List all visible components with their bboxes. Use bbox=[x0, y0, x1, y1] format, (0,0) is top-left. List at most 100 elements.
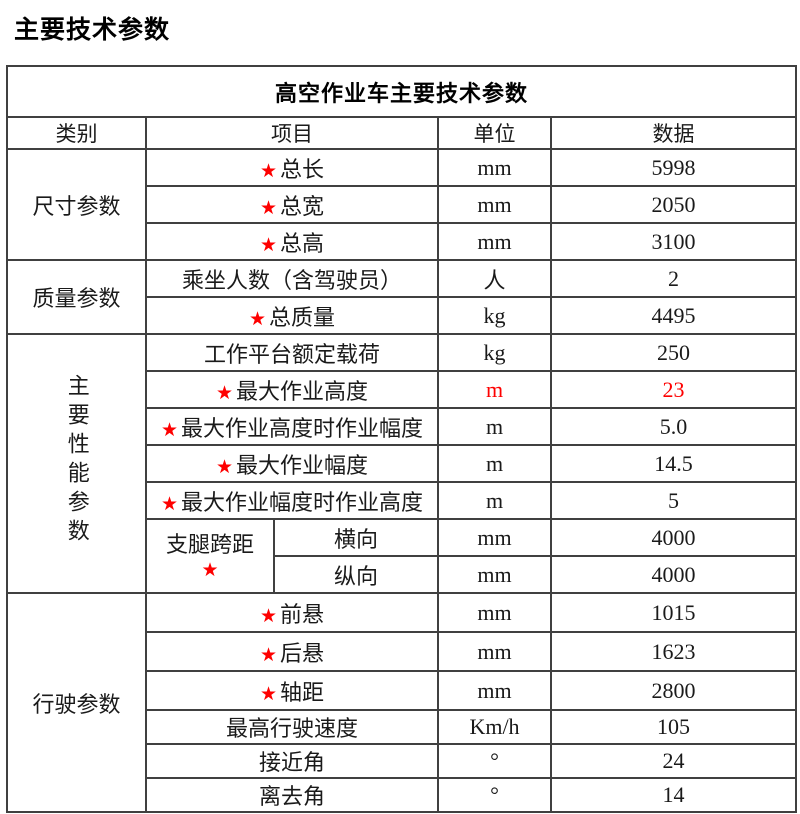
item-cell: ★ 总宽 bbox=[145, 185, 439, 224]
item-cell: ★ 最大作业高度 bbox=[145, 370, 439, 409]
item-cell: ★ 总长 bbox=[145, 148, 439, 187]
table-row: 质量参数 乘坐人数（含驾驶员）人 2 bbox=[6, 259, 798, 335]
unit-cell: mm bbox=[437, 222, 552, 261]
item-cell: ★ 总质量 bbox=[145, 296, 439, 335]
unit-cell: m bbox=[437, 481, 552, 520]
item-cell: 横向 bbox=[273, 518, 439, 557]
value-cell: 4000 bbox=[549, 555, 798, 594]
item-cell: ★ 后悬 bbox=[145, 631, 439, 672]
star-icon: ★ bbox=[259, 233, 278, 256]
unit-cell: Km/h bbox=[437, 709, 552, 745]
header-unit: 单位 bbox=[437, 116, 552, 150]
item-label: 轴距 bbox=[280, 679, 325, 705]
value-cell: 14.5 bbox=[549, 444, 798, 483]
item-label: 总高 bbox=[280, 230, 325, 256]
value-cell: 5998 bbox=[549, 148, 798, 187]
star-icon: ★ bbox=[259, 643, 278, 666]
unit-cell: mm bbox=[437, 148, 552, 187]
value-cell: 1015 bbox=[549, 592, 798, 633]
item-cell: ★ 轴距 bbox=[145, 670, 439, 711]
group-cell: 支腿跨距 ★ bbox=[145, 518, 275, 594]
value-cell: 23 bbox=[549, 370, 798, 409]
table-row: 行驶参数 ★ 前悬 mm 1015 bbox=[6, 592, 798, 813]
unit-cell: kg bbox=[437, 333, 552, 372]
item-label: 后悬 bbox=[280, 640, 325, 666]
category-cell: 行驶参数 bbox=[6, 592, 147, 813]
unit-cell: m bbox=[437, 444, 552, 483]
table-row: ★ 总高 mm 3100 bbox=[7, 222, 798, 261]
value-cell: 250 bbox=[549, 333, 798, 372]
unit-cell: kg bbox=[437, 296, 552, 335]
item-label: 总长 bbox=[280, 156, 325, 182]
star-icon: ★ bbox=[259, 604, 278, 627]
table-row: ★ 最大作业幅度 m 14.5 bbox=[7, 444, 798, 483]
star-icon: ★ bbox=[201, 559, 219, 582]
table-row: 纵向 mm 4000 bbox=[7, 555, 798, 594]
unit-cell: mm bbox=[437, 555, 552, 594]
category-cell: 质量参数 bbox=[6, 259, 147, 335]
unit-cell: mm bbox=[437, 670, 552, 711]
item-cell: ★ 前悬 bbox=[145, 592, 439, 633]
item-label: 总宽 bbox=[280, 193, 325, 219]
star-icon: ★ bbox=[259, 196, 278, 219]
category-cell: 主要性能参数 bbox=[6, 333, 147, 594]
table-row: ★ 轴距 mm 2800 bbox=[7, 670, 798, 711]
value-cell: 3100 bbox=[549, 222, 798, 261]
value-cell: 1623 bbox=[549, 631, 798, 672]
item-cell: ★ 总高 bbox=[145, 222, 439, 261]
item-cell: 接近角 bbox=[145, 743, 439, 779]
value-cell: 14 bbox=[549, 777, 798, 813]
item-cell: 工作平台额定载荷 bbox=[145, 333, 439, 372]
unit-cell: ° bbox=[437, 743, 552, 779]
star-icon: ★ bbox=[160, 492, 179, 515]
item-cell: 乘坐人数（含驾驶员） bbox=[145, 259, 439, 298]
unit-cell: m bbox=[437, 407, 552, 446]
unit-cell: mm bbox=[437, 631, 552, 672]
value-cell: 105 bbox=[549, 709, 798, 745]
table-row: ★ 总宽 mm 2050 bbox=[7, 185, 798, 224]
item-cell: ★ 最大作业幅度时作业高度 bbox=[145, 481, 439, 520]
value-cell: 4495 bbox=[549, 296, 798, 335]
header-item: 项目 bbox=[145, 116, 439, 150]
item-label: 最大作业高度时作业幅度 bbox=[181, 415, 424, 441]
table-row: ★ 最大作业高度 m 23 bbox=[7, 370, 798, 409]
value-cell: 24 bbox=[549, 743, 798, 779]
unit-cell: mm bbox=[437, 518, 552, 557]
star-icon: ★ bbox=[259, 159, 278, 182]
unit-cell: m bbox=[437, 370, 552, 409]
table-row: ★ 后悬 mm 1623 bbox=[7, 631, 798, 672]
star-icon: ★ bbox=[215, 455, 234, 478]
star-icon: ★ bbox=[259, 682, 278, 705]
table-title: 高空作业车主要技术参数 bbox=[5, 65, 798, 118]
item-cell: ★ 最大作业高度时作业幅度 bbox=[145, 407, 439, 446]
table-row: 接近角 ° 24 bbox=[7, 743, 798, 779]
group-label: 支腿跨距 bbox=[165, 531, 254, 557]
unit-cell: 人 bbox=[437, 259, 552, 298]
item-cell: 离去角 bbox=[145, 777, 439, 813]
value-cell: 5.0 bbox=[549, 407, 798, 446]
table-row: 最高行驶速度 Km/h 105 bbox=[7, 709, 798, 745]
item-label: 最大作业高度 bbox=[236, 378, 369, 404]
table-row: ★ 最大作业高度时作业幅度 m 5.0 bbox=[7, 407, 798, 446]
value-cell: 2050 bbox=[549, 185, 798, 224]
value-cell: 4000 bbox=[549, 518, 798, 557]
star-icon: ★ bbox=[248, 307, 267, 330]
item-cell: ★ 最大作业幅度 bbox=[145, 444, 439, 483]
table-title-row: 高空作业车主要技术参数 bbox=[5, 65, 798, 118]
value-cell: 2 bbox=[549, 259, 798, 298]
star-icon: ★ bbox=[215, 381, 234, 404]
item-label: 总质量 bbox=[269, 304, 336, 330]
category-label: 主要性能参数 bbox=[64, 373, 90, 548]
category-cell: 尺寸参数 bbox=[6, 148, 147, 261]
spec-table: 高空作业车主要技术参数 类别 项目 单位 数据 尺寸参数 ★ 总长 mm 5998 ★ 总宽… bbox=[5, 65, 798, 813]
item-cell: 纵向 bbox=[273, 555, 439, 594]
table-row: 尺寸参数 ★ 总长 mm 5998 bbox=[6, 148, 798, 261]
table-row: ★ 最大作业幅度时作业高度 m 5 bbox=[7, 481, 798, 520]
value-cell: 2800 bbox=[549, 670, 798, 711]
table-row: 支腿跨距 ★ 横向 mm 4000 bbox=[7, 518, 798, 594]
item-label: 最大作业幅度时作业高度 bbox=[181, 489, 424, 515]
table-row: 主要性能参数 工作平台额定载荷 kg 250 bbox=[6, 333, 798, 594]
item-label: 前悬 bbox=[280, 601, 325, 627]
header-value: 数据 bbox=[549, 116, 798, 150]
table-row: ★ 总质量 kg 4495 bbox=[7, 296, 798, 335]
